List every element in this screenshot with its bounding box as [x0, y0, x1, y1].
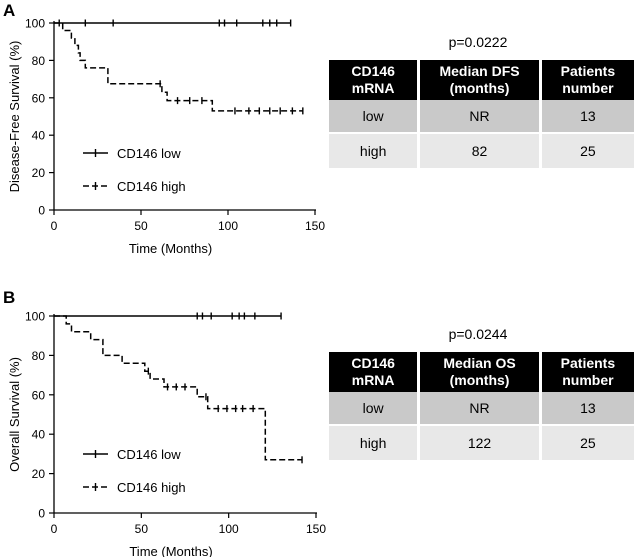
table-cell: 25: [541, 426, 634, 460]
x-tick-label: 0: [51, 219, 58, 233]
x-axis-label: Time (Months): [129, 241, 212, 256]
table-row: low NR 13: [329, 100, 634, 134]
table-cell: low: [329, 392, 421, 426]
table-cell: 25: [541, 134, 634, 168]
table-cell: high: [329, 134, 421, 168]
table-cell: 82: [420, 134, 542, 168]
x-axis-label: Time (Months): [129, 544, 212, 557]
y-tick-label: 40: [32, 129, 46, 143]
y-tick-label: 80: [32, 349, 46, 363]
y-axis-label: Overall Survival (%): [7, 357, 22, 472]
y-tick-label: 60: [32, 388, 46, 402]
table-cell: NR: [420, 392, 542, 426]
dfs-survival-plot: 0 20 40 60 80 100 0 50 100 150 Time (Months) Diseas…: [7, 17, 325, 257]
os-median-table: CD146 mRNA Median OS (months) Patients n…: [329, 352, 634, 460]
table-header-patients: Patients number: [541, 60, 634, 100]
os-survival-plot: 0 20 40 60 80 100 0 50 100 150 Time (Months) Overal…: [7, 310, 326, 557]
table-header-group: CD146 mRNA: [329, 60, 421, 100]
y-tick-label: 100: [25, 310, 45, 324]
table-cell: low: [329, 100, 421, 134]
table-row: high 122 25: [329, 426, 634, 460]
x-tick-label: 100: [219, 522, 239, 536]
table-cell: 13: [541, 392, 634, 426]
x-tick-label: 50: [135, 522, 149, 536]
table-row: low NR 13: [329, 392, 634, 426]
table-header-median: Median OS (months): [420, 352, 542, 392]
x-tick-label: 100: [218, 219, 238, 233]
table-header-median: Median DFS (months): [420, 60, 542, 100]
series-line-high: [54, 315, 302, 461]
y-tick-label: 20: [32, 166, 46, 180]
legend-label-low: CD146 low: [117, 146, 181, 161]
table-cell: high: [329, 426, 421, 460]
x-tick-label: 50: [134, 219, 148, 233]
y-tick-label: 40: [32, 428, 46, 442]
x-tick-label: 150: [305, 219, 325, 233]
table-cell: 122: [420, 426, 542, 460]
dfs-p-value: p=0.0222: [448, 34, 508, 50]
y-tick-label: 0: [38, 204, 45, 218]
x-tick-label: 150: [306, 522, 326, 536]
panel-b-label: B: [3, 288, 16, 307]
legend-label-high: CD146 high: [117, 179, 186, 194]
x-tick-label: 0: [51, 522, 58, 536]
dfs-median-table: CD146 mRNA Median DFS (months) Patients …: [329, 60, 634, 168]
y-axis-label: Disease-Free Survival (%): [7, 41, 22, 193]
y-tick-label: 20: [32, 467, 46, 481]
legend-label-high: CD146 high: [117, 480, 186, 495]
table-cell: 13: [541, 100, 634, 134]
y-tick-label: 80: [32, 54, 46, 68]
y-tick-label: 0: [38, 507, 45, 521]
os-p-value: p=0.0244: [448, 326, 508, 342]
table-cell: NR: [420, 100, 542, 134]
table-header-row: CD146 mRNA Median OS (months) Patients n…: [329, 352, 634, 392]
y-tick-label: 60: [32, 91, 46, 105]
panel-a-label: A: [3, 1, 16, 20]
table-header-patients: Patients number: [541, 352, 634, 392]
series-line-high: [54, 22, 303, 112]
y-tick-label: 100: [25, 17, 45, 31]
table-header-group: CD146 mRNA: [329, 352, 421, 392]
legend-label-low: CD146 low: [117, 447, 181, 462]
table-header-row: CD146 mRNA Median DFS (months) Patients …: [329, 60, 634, 100]
table-row: high 82 25: [329, 134, 634, 168]
